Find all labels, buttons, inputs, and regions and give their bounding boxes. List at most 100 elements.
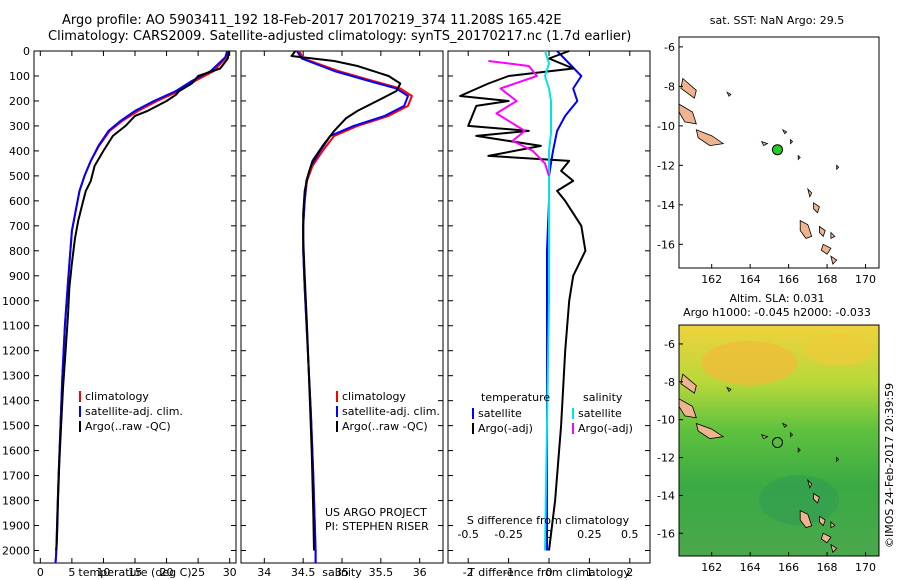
sst_map-ytick-label: -16 (657, 238, 675, 251)
depth-tick-label: 200 (9, 95, 30, 108)
sla-map-subtitle: Argo h1000: -0.045 h2000: -0.033 (683, 306, 871, 319)
salinity-frame (240, 50, 444, 564)
diff-s-tick-label: 0.25 (577, 528, 602, 541)
salinity-annotation: US ARGO PROJECT (325, 506, 427, 519)
salinity-xtick-label: 36 (413, 566, 427, 579)
depth-tick-label: 1500 (2, 420, 30, 433)
salinity-series-climatology (298, 50, 413, 563)
temperature-xtick-label: 10 (96, 566, 110, 579)
diff-s-tick-label: -0.5 (457, 528, 478, 541)
island (695, 422, 725, 440)
sla_map-frame (678, 324, 880, 557)
depth-tick-label: 1300 (2, 370, 30, 383)
island (836, 456, 840, 463)
difference-xtick-label: 2 (626, 566, 633, 579)
sla_map-xtick-label: 166 (778, 561, 799, 574)
difference-xtick-label: -2 (463, 566, 474, 579)
depth-tick-label: 600 (9, 195, 30, 208)
diff-legend-title-temperature: temperature (481, 391, 550, 404)
sst_map-ytick-label: -14 (657, 199, 675, 212)
island (819, 225, 826, 238)
temperature-frame (33, 50, 237, 564)
temperature-xlabel: temperature (deg C) (78, 566, 191, 579)
island (799, 509, 813, 529)
depth-tick-label: 1100 (2, 320, 30, 333)
salinity-xtick-label: 34 (257, 566, 271, 579)
title-line-1: Argo profile: AO 5903411_192 18-Feb-2017… (62, 13, 562, 28)
temperature-legend-label: climatology (85, 390, 149, 403)
sst_map-frame (678, 36, 880, 269)
depth-tick-label: 2000 (2, 545, 30, 558)
diff-legend-title-salinity: salinity (583, 391, 623, 404)
island (695, 129, 725, 147)
diff-s-tick-label: -0.25 (494, 528, 522, 541)
sla-map-title: Altim. SLA: 0.031 (729, 292, 824, 305)
island (830, 231, 836, 240)
sst_map-ytick-label: -8 (664, 80, 675, 93)
sla-low-patch (759, 475, 839, 525)
salinity-legend-label: Argo(..raw -QC) (342, 420, 428, 433)
sst_map-ytick-label: -12 (657, 159, 675, 172)
island (790, 138, 794, 145)
island (820, 243, 832, 255)
temperature-xtick-label: 25 (191, 566, 205, 579)
sla_map-ytick-label: -8 (664, 376, 675, 389)
sla_map-ytick-label: -16 (657, 527, 675, 540)
island (807, 187, 813, 199)
diff-legend-label: Argo(-adj) (578, 422, 633, 435)
island (760, 434, 769, 440)
temperature-xtick-label: 20 (160, 566, 174, 579)
salinity-annotation: PI: STEPHEN RISER (325, 520, 429, 533)
island (813, 492, 820, 504)
difference-xtick-label: -1 (503, 566, 514, 579)
island (797, 154, 801, 161)
sla_map-ytick-label: -10 (657, 414, 675, 427)
island (820, 532, 832, 544)
sla_map-ytick-label: -6 (664, 338, 675, 351)
depth-tick-label: 1200 (2, 345, 30, 358)
diff-legend-label: satellite (578, 407, 622, 420)
depth-tick-label: 1400 (2, 395, 30, 408)
difference-xtick-label: 0 (546, 566, 553, 579)
difference-xlabel: T difference from climatology (467, 566, 630, 579)
sst_map-xtick-label: 166 (778, 273, 799, 286)
temperature-xtick-label: 15 (128, 566, 142, 579)
sla_map-ytick-label: -12 (657, 452, 675, 465)
sst_map-xtick-label: 164 (740, 273, 761, 286)
depth-tick-label: 0 (23, 45, 30, 58)
depth-tick-label: 400 (9, 145, 30, 158)
temperature-xtick-label: 5 (68, 566, 75, 579)
salinity-xlabel: salinity (322, 566, 362, 579)
diff-legend-label: Argo(-adj) (478, 422, 533, 435)
island (781, 128, 788, 135)
depth-tick-label: 500 (9, 170, 30, 183)
difference-series-argo-adj- (459, 50, 587, 551)
diff-s-tick-label: 0 (546, 528, 553, 541)
island (819, 515, 826, 527)
salinity-legend-label: satellite-adj. clim. (342, 405, 440, 418)
island (836, 164, 840, 171)
depth-tick-label: 800 (9, 245, 30, 258)
sla_map-xtick-label: 162 (701, 561, 722, 574)
sst_map-float-marker (771, 144, 783, 156)
salinity-xtick-label: 35 (335, 566, 349, 579)
island (678, 103, 697, 125)
salinity-legend-label: climatology (342, 390, 406, 403)
island (726, 386, 732, 392)
island (830, 543, 838, 553)
difference-xtick-label: 1 (586, 566, 593, 579)
difference-series-argo-adj- (488, 60, 550, 177)
depth-tick-label: 1700 (2, 470, 30, 483)
temperature-legend-label: Argo(..raw -QC) (85, 420, 171, 433)
sst_map-ytick-label: -6 (664, 41, 675, 54)
island (799, 219, 813, 239)
sst_map-ytick-label: -10 (657, 120, 675, 133)
sst-map-title: sat. SST: NaN Argo: 29.5 (710, 14, 844, 27)
island (781, 422, 788, 428)
depth-tick-label: 1800 (2, 495, 30, 508)
depth-tick-label: 1600 (2, 445, 30, 458)
island (680, 373, 697, 394)
salinity-xtick-label: 34.5 (291, 566, 316, 579)
temperature-series-climatology (54, 50, 230, 564)
